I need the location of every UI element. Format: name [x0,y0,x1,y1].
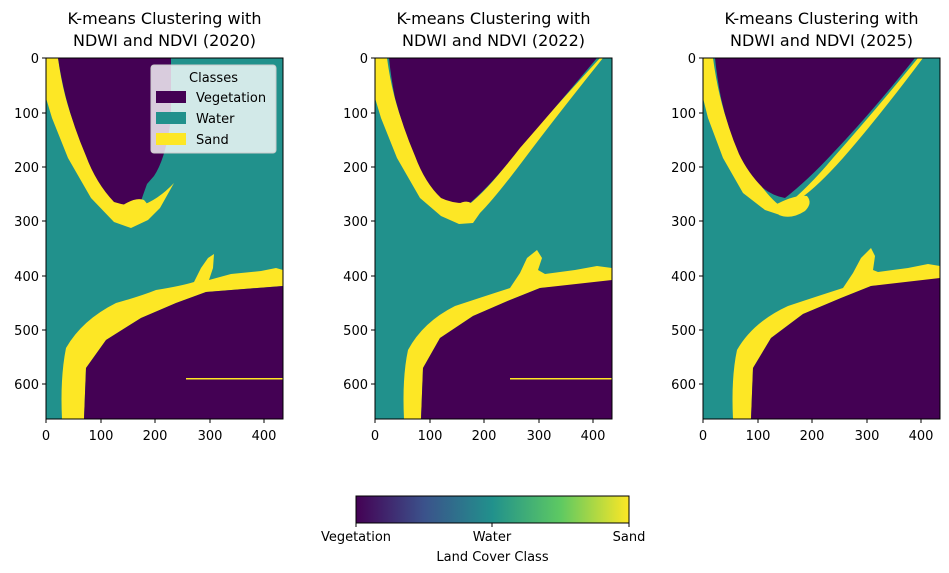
classification-map [703,58,940,419]
panel-title-line1: K-means Clustering with [725,9,919,28]
panel-title-line2: NDWI and NDVI (2025) [730,31,913,50]
plot-frame [374,57,613,420]
sand-spit-north [447,201,474,222]
panel-title-line1: K-means Clustering with [68,9,262,28]
x-tick-label: 0 [371,429,379,444]
x-tick-label: 200 [143,429,168,444]
x-tick-label: 400 [252,429,277,444]
x-tick-label: 200 [472,429,497,444]
legend-label-vegetation: Vegetation [196,91,266,106]
x-axis: 0 100 200 300 400 [42,419,277,444]
plot-frame [45,57,284,420]
sand-line [510,378,612,380]
legend-swatch-vegetation [156,91,186,103]
y-tick-label: 200 [343,161,368,176]
legend-box [150,64,277,154]
y-tick-label: 500 [343,324,368,339]
y-tick-label: 200 [14,161,39,176]
y-tick-label: 500 [14,324,39,339]
x-tick-label: 300 [855,429,880,444]
panel-title-line2: NDWI and NDVI (2020) [73,31,256,50]
y-tick-label: 300 [14,215,39,230]
y-tick-label: 100 [671,107,696,122]
panel-2022: K-means Clustering with NDWI and NDVI (2… [343,9,613,444]
sand-spit-north [116,199,149,223]
y-tick-label: 300 [671,215,696,230]
panel-title-line1: K-means Clustering with [397,9,591,28]
colorbar-label: Land Cover Class [436,550,548,565]
plot-frame [702,57,941,420]
y-tick-label: 0 [31,52,39,67]
y-tick-label: 100 [343,107,368,122]
legend: Classes Vegetation Water Sand [150,64,277,154]
sand-region-south [732,248,940,419]
sand-region-north [703,58,923,216]
x-tick-label: 0 [42,429,50,444]
x-tick-label: 300 [527,429,552,444]
y-tick-label: 300 [343,215,368,230]
y-tick-label: 100 [14,107,39,122]
classification-map [375,58,612,419]
y-tick-label: 500 [671,324,696,339]
panel-2020: K-means Clustering with NDWI and NDVI (2… [14,9,284,444]
x-tick-label: 400 [581,429,606,444]
y-tick-label: 600 [343,378,368,393]
x-tick-label: 0 [699,429,707,444]
y-axis: 0 100 200 300 400 500 600 [343,52,375,393]
legend-title: Classes [189,71,238,86]
colorbar-gradient [355,495,630,524]
colorbar-tick-label: Sand [613,530,646,545]
sand-region-south [403,250,612,419]
legend-swatch-water [156,112,186,124]
y-axis: 0 100 200 300 400 500 600 [671,52,703,393]
x-axis: 0 100 200 300 400 [371,419,606,444]
x-tick-label: 300 [198,429,223,444]
vegetation-region-north [389,58,597,204]
vegetation-region-south [421,280,612,419]
y-tick-label: 0 [360,52,368,67]
vegetation-region-north [58,58,171,206]
legend-label-water: Water [196,112,235,127]
colorbar-tick-label: Vegetation [321,530,391,545]
sand-spit-north [773,195,810,217]
colorbar-tick-label: Water [473,530,512,545]
panel-title-line2: NDWI and NDVI (2022) [402,31,585,50]
x-tick-label: 200 [800,429,825,444]
y-axis: 0 100 200 300 400 500 600 [14,52,46,393]
legend-swatch-sand [156,133,186,145]
x-tick-label: 400 [909,429,934,444]
vegetation-region-north [715,58,915,198]
y-tick-label: 400 [343,270,368,285]
vegetation-region-south [751,278,940,419]
x-tick-label: 100 [418,429,443,444]
y-tick-label: 600 [14,378,39,393]
y-tick-label: 400 [671,270,696,285]
x-axis: 0 100 200 300 400 [699,419,934,444]
y-tick-label: 200 [671,161,696,176]
sand-region-south [61,254,283,419]
sand-line [186,378,283,380]
y-tick-label: 600 [671,378,696,393]
legend-label-sand: Sand [196,133,229,148]
colorbar: Vegetation Water Sand Land Cover Class [321,495,646,565]
y-tick-label: 400 [14,270,39,285]
x-tick-label: 100 [746,429,771,444]
x-tick-label: 100 [89,429,114,444]
vegetation-region-south [84,286,283,419]
panel-2025: K-means Clustering with NDWI and NDVI (2… [671,9,941,444]
y-tick-label: 0 [688,52,696,67]
